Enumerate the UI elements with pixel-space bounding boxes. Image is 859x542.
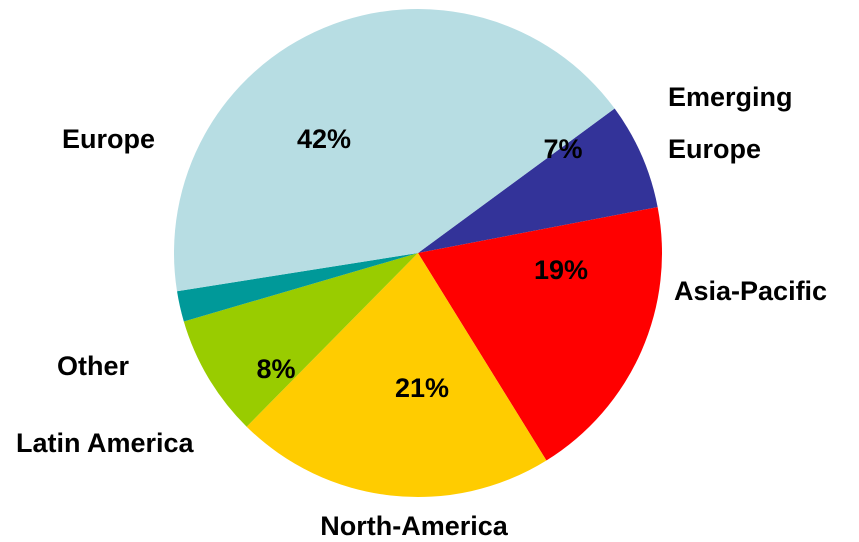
pie-slice-north-america <box>246 253 547 498</box>
value-label-latin-america: 8% <box>256 354 295 384</box>
value-label-north-america: 21% <box>395 373 449 403</box>
pie-slice-other <box>177 253 418 322</box>
category-labels: Emerging Europe Asia-Pacific North-Ameri… <box>16 82 827 541</box>
value-labels: 7% 19% 21% 8% 42% <box>256 124 588 403</box>
category-label-north-america: North-America <box>320 511 509 541</box>
pie-slice-asia-pacific <box>418 207 662 461</box>
pie-slice-europe <box>173 8 615 292</box>
pie-slices <box>173 8 662 498</box>
category-label-asia-pacific: Asia-Pacific <box>674 276 827 306</box>
value-label-europe: 42% <box>297 124 351 154</box>
value-label-asia-pacific: 19% <box>534 255 588 285</box>
category-label-other: Other <box>57 351 130 381</box>
value-label-emerging-europe: 7% <box>543 134 582 164</box>
category-label-emerging-europe-line2: Europe <box>668 134 761 164</box>
category-label-emerging-europe-line1: Emerging <box>668 82 793 112</box>
category-label-latin-america: Latin America <box>16 428 195 458</box>
pie-slice-emerging-europe <box>418 108 658 253</box>
pie-slice-latin-america <box>183 253 418 427</box>
category-label-europe: Europe <box>62 124 155 154</box>
